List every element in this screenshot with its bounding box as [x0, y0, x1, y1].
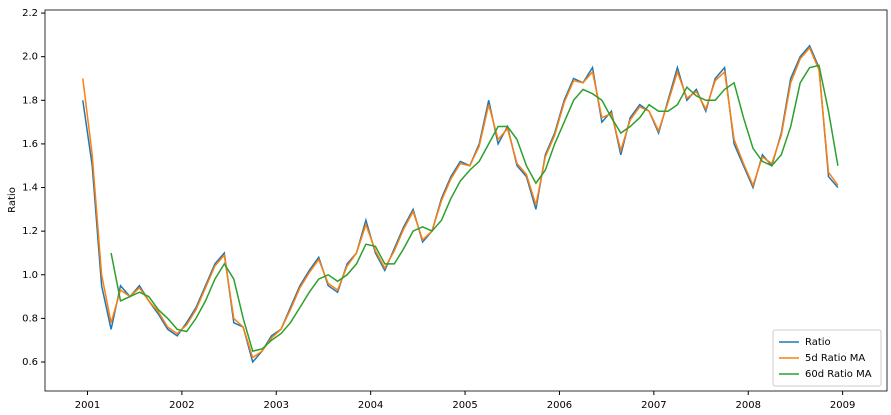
series-line — [110, 64, 839, 352]
x-tick-label: 2005 — [452, 400, 477, 411]
legend-box — [772, 329, 882, 387]
y-tick-label: 1.2 — [22, 226, 38, 237]
y-axis-label: Ratio — [7, 187, 18, 213]
x-tick-label: 2001 — [75, 400, 100, 411]
series-line — [82, 46, 839, 359]
legend-label: 5d Ratio MA — [805, 353, 865, 364]
y-tick-label: 2.0 — [22, 52, 38, 63]
x-tick-label: 2007 — [641, 400, 666, 411]
legend-label: Ratio — [805, 337, 831, 348]
x-tick-label: 2006 — [547, 400, 572, 411]
x-tick-label: 2002 — [169, 400, 194, 411]
y-tick-label: 0.8 — [22, 313, 38, 324]
plot-frame — [44, 9, 888, 392]
legend-label: 60d Ratio MA — [805, 369, 872, 380]
series-line — [82, 44, 839, 364]
x-tick-label: 2008 — [736, 400, 761, 411]
x-tick-label: 2009 — [830, 400, 855, 411]
y-tick-label: 1.4 — [22, 183, 38, 194]
y-tick-label: 2.2 — [22, 8, 38, 19]
x-tick-label: 2003 — [264, 400, 289, 411]
y-tick-label: 0.6 — [22, 357, 38, 368]
legend: Ratio 5d Ratio MA 60d Ratio MA — [772, 329, 882, 387]
x-tick-label: 2004 — [358, 400, 383, 411]
y-tick-label: 1.0 — [22, 270, 38, 281]
y-tick-label: 1.6 — [22, 139, 38, 150]
y-tick-label: 1.8 — [22, 95, 38, 106]
